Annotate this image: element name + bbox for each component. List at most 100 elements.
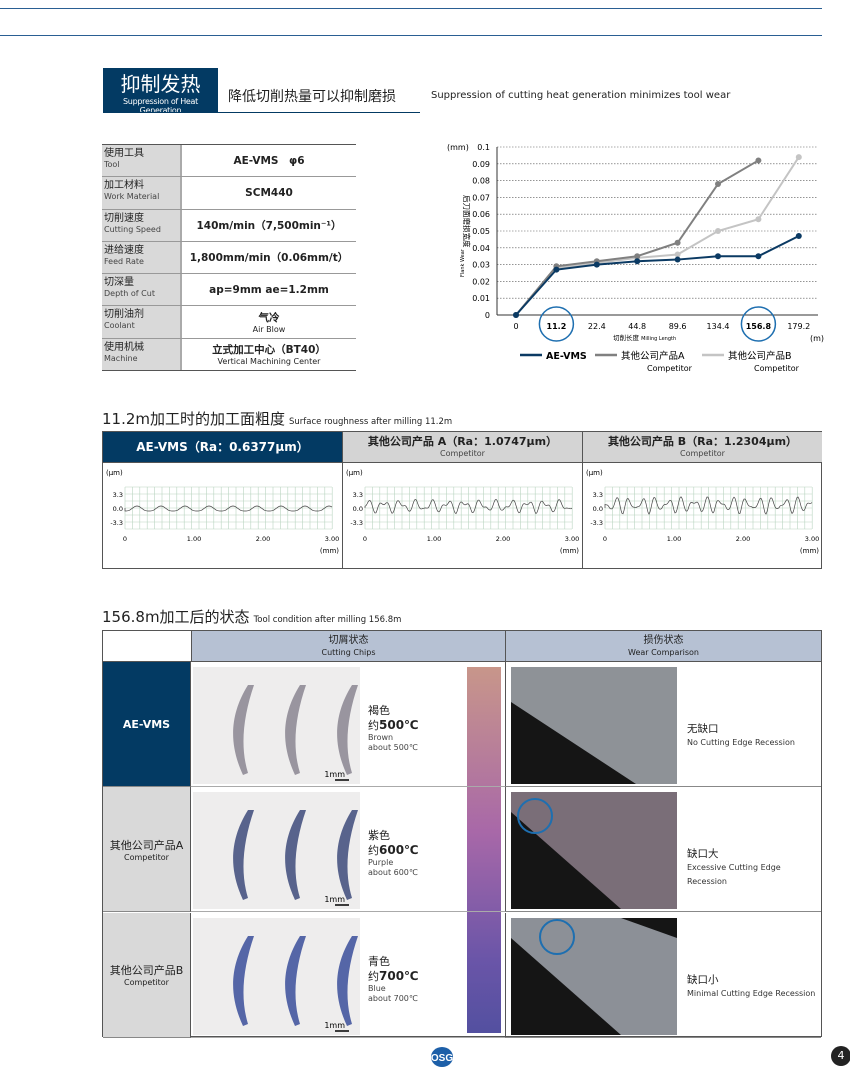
spec-value: 立式加工中心（BT40） Vertical Machining Center (212, 344, 326, 367)
spec-row: 加工材料 Work Material SCM440 (102, 177, 356, 210)
legend-sub: Competitor (647, 364, 693, 373)
data-point (715, 228, 721, 234)
section-badge: 抑制发热 Suppression of Heat Generation (103, 68, 218, 115)
y-tick-label: 0.09 (472, 160, 490, 169)
roughness-profile: (μm) 3.3 0.0 -3.30 1.00 2.00 3.00 (mm) (106, 469, 339, 555)
spec-label: 切削速度 Cutting Speed (102, 209, 182, 241)
chip (285, 685, 306, 775)
y-tick-label: 0.04 (472, 244, 490, 253)
profile-line (604, 496, 813, 515)
y-tick-label: 0.06 (472, 210, 490, 219)
spec-label: 切削油剂 Coolant (102, 306, 182, 338)
data-point (553, 266, 560, 273)
chip (233, 935, 254, 1026)
data-point (674, 256, 681, 263)
badge-subtitle: Suppression of Heat Generation (123, 97, 198, 115)
x-tick-label: 1.00 (667, 535, 681, 543)
spec-label: 切深量 Depth of Cut (102, 274, 182, 306)
spec-row: 切削速度 Cutting Speed 140m/min（7,500min⁻¹） (102, 209, 356, 242)
roughness-table: AE-VMS（Ra：0.6377μm） (μm) 3.3 0.0 -3.3 0 1.00… (102, 431, 822, 569)
y-tick-label: 0.03 (472, 261, 490, 270)
spec-label: 使用工具 Tool (102, 145, 182, 177)
chip (233, 810, 254, 901)
data-point (674, 239, 681, 246)
x-axis-label: 切削长度 Milling Length (613, 333, 676, 342)
data-point (674, 251, 681, 258)
wear-cell (506, 787, 821, 913)
title-underline (103, 112, 420, 113)
x-tick-label: 156.8 (746, 322, 772, 331)
series-line (515, 235, 800, 316)
x-tick-label: 134.4 (707, 322, 730, 331)
roughness-header: 其他公司产品 A（Ra：1.0747μm） Competitor (343, 432, 582, 463)
roughness-header: AE-VMS（Ra：0.6377μm） (103, 432, 342, 463)
y-axis-label-en: Flank Wear (460, 248, 466, 277)
x-tick-label: 3.00 (565, 535, 579, 543)
y-tick-label: 3.3 (353, 491, 363, 499)
wear-photo (511, 792, 677, 910)
x-tick-label: 22.4 (588, 322, 606, 331)
spec-label: 进给速度 Feed Rate (102, 241, 182, 274)
spec-value: 气冷 Air Blow (252, 312, 286, 335)
x-tick-label: 44.8 (628, 322, 646, 331)
x-tick-label: 11.2 (547, 322, 567, 331)
chips-photo: 1mm (193, 917, 360, 1035)
x-tick-label: 0 (513, 322, 518, 331)
spec-row: 进给速度 Feed Rate 1,800mm/min（0.06mm/t） (102, 241, 356, 275)
highlight-circle (740, 306, 777, 342)
x-unit: (m) (810, 334, 824, 343)
chips-header: 切屑状态 Cutting Chips (191, 631, 506, 662)
spec-row: 使用机械 Machine 立式加工中心（BT40） Vertical Machinin… (102, 338, 356, 372)
roughness-title: 11.2m加工时的加工面粗度 Surface roughness after mi… (102, 410, 453, 428)
wear-photo (511, 667, 677, 784)
svg-text:OSG: OSG (431, 1053, 453, 1064)
wear-cell (506, 913, 821, 1038)
x-tick-label: 0 (123, 535, 127, 543)
legend-sub: Competitor (754, 364, 800, 373)
data-point (715, 180, 721, 187)
chips-cell (191, 912, 506, 1038)
x-unit: (mm) (320, 547, 339, 555)
x-tick-label: 0 (363, 535, 367, 543)
x-tick-label: 2.00 (496, 535, 510, 543)
x-tick-label: 179.2 (787, 322, 810, 331)
y-tick-label: 0.1 (477, 143, 490, 152)
y-unit: (μm) (586, 469, 603, 477)
legend-label: 其他公司产品A (621, 350, 685, 362)
spec-row: 切深量 Depth of Cut ap=9mm ae=1.2mm (102, 274, 356, 307)
data-point (715, 253, 721, 260)
data-point (634, 258, 641, 265)
roughness-profile: (μm) 3.3 0.0 -3.30 1.00 2.00 3.00 (mm) (586, 469, 819, 555)
roughness-header: 其他公司产品 B（Ra：1.2304μm） Competitor (583, 432, 822, 463)
chip-color-text: 褐色 约500℃ Brown about 500℃ (368, 704, 419, 752)
scale-label: 1mm (324, 895, 345, 904)
y-tick-label: 0.05 (472, 227, 490, 236)
y-tick-label: 0.02 (472, 277, 490, 286)
condition-table: 切屑状态 Cutting Chips 损伤状态 Wear Comparison AE… (102, 630, 822, 1038)
y-tick-label: 0.08 (472, 177, 490, 186)
wear-text: 无缺口 No Cutting Edge Recession (687, 723, 795, 747)
y-tick-label: 0.0 (113, 505, 123, 513)
spec-label: 加工材料 Work Material (102, 177, 182, 209)
chip (337, 935, 358, 1026)
legend-label: AE-VMS (546, 351, 587, 362)
chip-color-text: 青色 约700℃ Blue about 700℃ (368, 954, 419, 1003)
y-unit: (μm) (346, 469, 363, 477)
roughness-column: 其他公司产品 A（Ra：1.0747μm） Competitor (μm) 3.3… (343, 432, 583, 568)
x-tick-label: 1.00 (187, 535, 201, 543)
y-unit: (mm) (447, 143, 469, 152)
header-rule (0, 35, 822, 36)
chip (285, 810, 306, 901)
data-point (634, 253, 641, 260)
wear-cell (506, 662, 821, 787)
x-tick-label: 1.00 (427, 535, 441, 543)
condition-title: 156.8m加工后的状态 Tool condition after milling… (102, 608, 402, 626)
page-subtitle: Suppression of cutting heat generation m… (431, 90, 731, 101)
series-line (515, 159, 759, 316)
profile-line (364, 498, 573, 515)
data-point (755, 253, 762, 260)
top-rule (0, 8, 822, 9)
page-number: 4 (831, 1046, 850, 1066)
row-label: 其他公司产品A Competitor (103, 787, 191, 913)
data-point (755, 157, 762, 164)
